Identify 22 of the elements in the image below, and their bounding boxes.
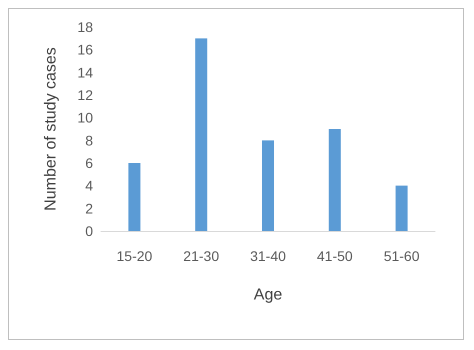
y-tick-label: 18 (77, 19, 94, 35)
bar (128, 163, 140, 231)
y-tick-label: 2 (85, 200, 94, 216)
y-tick-label: 6 (85, 155, 94, 171)
y-tick-label: 14 (77, 64, 94, 80)
bar (262, 140, 274, 231)
y-tick-label: 16 (77, 42, 94, 58)
y-tick-label: 0 (85, 223, 94, 239)
x-tick-label: 51-60 (384, 248, 420, 264)
y-axis-title: Number of study cases (42, 47, 60, 211)
x-axis-title: Age (254, 286, 282, 304)
x-tick-label: 21-30 (183, 248, 220, 264)
x-tick-label: 31-40 (250, 248, 286, 264)
bar (328, 129, 341, 231)
x-tick-label: 15-20 (116, 248, 153, 264)
bar (396, 186, 408, 231)
y-tick-label: 8 (85, 132, 94, 148)
y-tick-label: 12 (77, 87, 94, 103)
bar (195, 38, 208, 231)
y-tick-label: 4 (85, 178, 94, 194)
y-tick-label: 10 (77, 110, 94, 126)
x-tick-label: 41-50 (316, 248, 353, 264)
